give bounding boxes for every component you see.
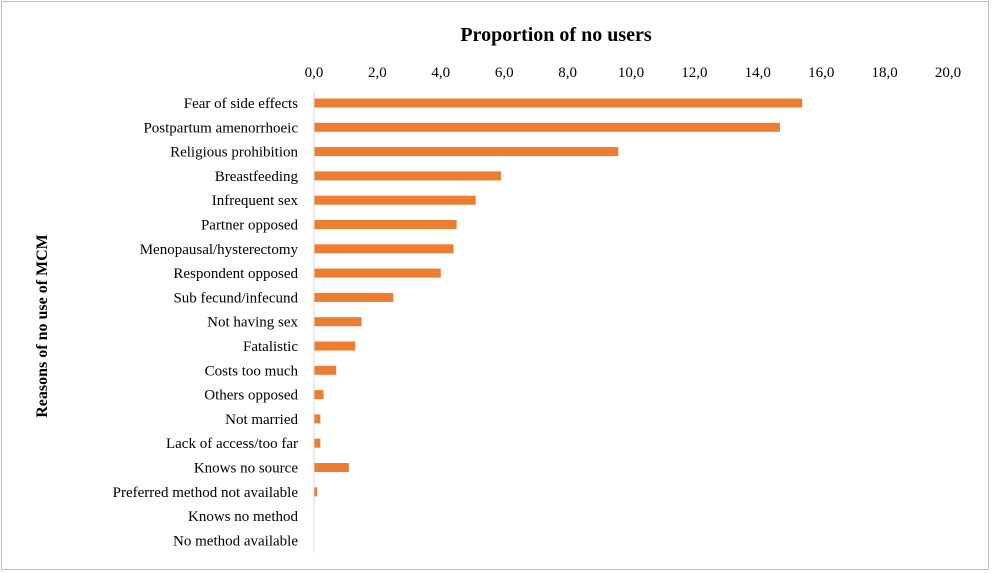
- bar: [314, 341, 356, 351]
- bar: [314, 414, 321, 424]
- x-tick-label: 10,0: [618, 65, 644, 81]
- chart-title: Proportion of no users: [460, 24, 652, 46]
- category-labels: Fear of side effects Postpartum amenorrho…: [113, 96, 299, 549]
- category-label: Not having sex: [207, 315, 298, 331]
- bar: [314, 317, 362, 327]
- category-label: Breastfeeding: [215, 169, 299, 185]
- x-tick-label: 16,0: [808, 65, 834, 81]
- x-tick-label: 12,0: [681, 65, 707, 81]
- x-tick-label: 2,0: [368, 65, 387, 81]
- category-label: Respondent opposed: [173, 266, 298, 282]
- category-label: Sub fecund/infecund: [173, 290, 298, 306]
- x-axis-tick-labels: 0,0 2,0 4,0 6,0 8,0 10,0 12,0 14,0 16,0 18,0 20,0: [305, 65, 962, 81]
- category-label: Lack of access/too far: [166, 436, 298, 452]
- bar: [314, 220, 457, 229]
- category-label: No method available: [173, 533, 298, 549]
- bar: [314, 195, 476, 205]
- category-label: Fear of side effects: [184, 96, 298, 112]
- y-axis-title: Reasons of no use of MCM: [34, 234, 51, 418]
- category-label: Postpartum amenorrhoeic: [143, 120, 298, 136]
- x-tick-label: 20,0: [935, 65, 961, 81]
- category-label: Knows no method: [188, 509, 298, 525]
- bars: [314, 98, 803, 497]
- category-label: Others opposed: [204, 388, 298, 404]
- x-tick-label: 0,0: [305, 65, 324, 81]
- category-label: Religious prohibition: [170, 145, 298, 161]
- category-label: Infrequent sex: [212, 193, 299, 209]
- category-label: Partner opposed: [201, 218, 299, 234]
- bar: [314, 98, 803, 108]
- bar: [314, 268, 441, 278]
- category-label: Not married: [225, 412, 298, 428]
- x-tick-label: 14,0: [745, 65, 771, 81]
- category-label: Knows no source: [194, 461, 298, 477]
- bar: [314, 171, 502, 181]
- category-label: Fatalistic: [243, 339, 298, 355]
- category-label: Costs too much: [205, 363, 299, 379]
- x-tick-label: 18,0: [871, 65, 897, 81]
- bar: [314, 487, 318, 497]
- category-label: Preferred method not available: [113, 485, 299, 501]
- bar: [314, 463, 349, 472]
- bar: [314, 147, 619, 157]
- bar: [314, 438, 321, 448]
- x-tick-label: 6,0: [495, 65, 514, 81]
- x-tick-label: 8,0: [558, 65, 577, 81]
- category-label: Menopausal/hysterectomy: [140, 242, 299, 258]
- bar: [314, 292, 394, 302]
- bar: [314, 390, 324, 400]
- bar: [314, 122, 780, 132]
- bar: [314, 365, 337, 375]
- bar: [314, 244, 454, 254]
- x-tick-label: 4,0: [431, 65, 450, 81]
